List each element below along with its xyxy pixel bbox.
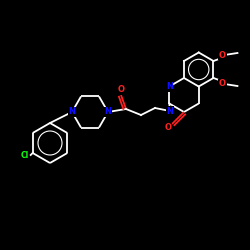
Text: O: O — [219, 80, 226, 88]
Text: O: O — [118, 86, 124, 94]
Text: N: N — [166, 106, 173, 116]
Text: Cl: Cl — [20, 152, 29, 160]
Text: O: O — [219, 50, 226, 59]
Text: N: N — [104, 108, 112, 116]
Text: N: N — [68, 108, 75, 116]
Text: N: N — [166, 82, 173, 91]
Text: O: O — [164, 124, 172, 132]
